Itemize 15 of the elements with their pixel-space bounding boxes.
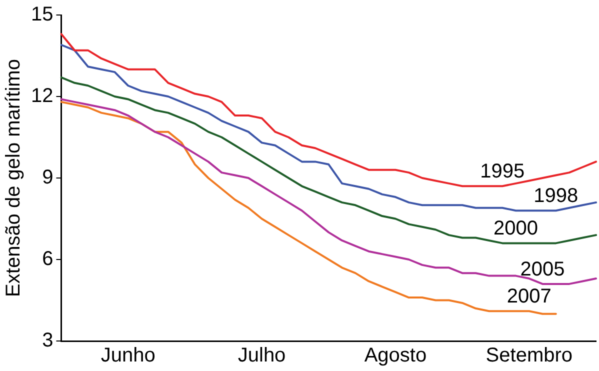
x-tick-label: Junho: [100, 344, 156, 367]
x-tick-label: Julho: [238, 344, 286, 367]
y-tick-label: 12: [30, 85, 54, 108]
series-label: 2007: [506, 286, 552, 308]
y-tick-label: 9: [42, 166, 54, 189]
series-label: 2005: [520, 258, 565, 280]
y-tick-label: 6: [42, 248, 54, 270]
series-label: 1995: [480, 160, 525, 183]
x-tick-label: Agosto: [364, 344, 427, 367]
y-tick-label: 3: [42, 330, 54, 352]
series-label: 2000: [494, 218, 538, 240]
y-axis-title: Extensão de gelo marítimo: [2, 59, 25, 297]
x-tick-label: Setembro: [486, 344, 573, 367]
y-tick-label: 15: [30, 4, 54, 26]
series-label: 1998: [534, 185, 578, 208]
